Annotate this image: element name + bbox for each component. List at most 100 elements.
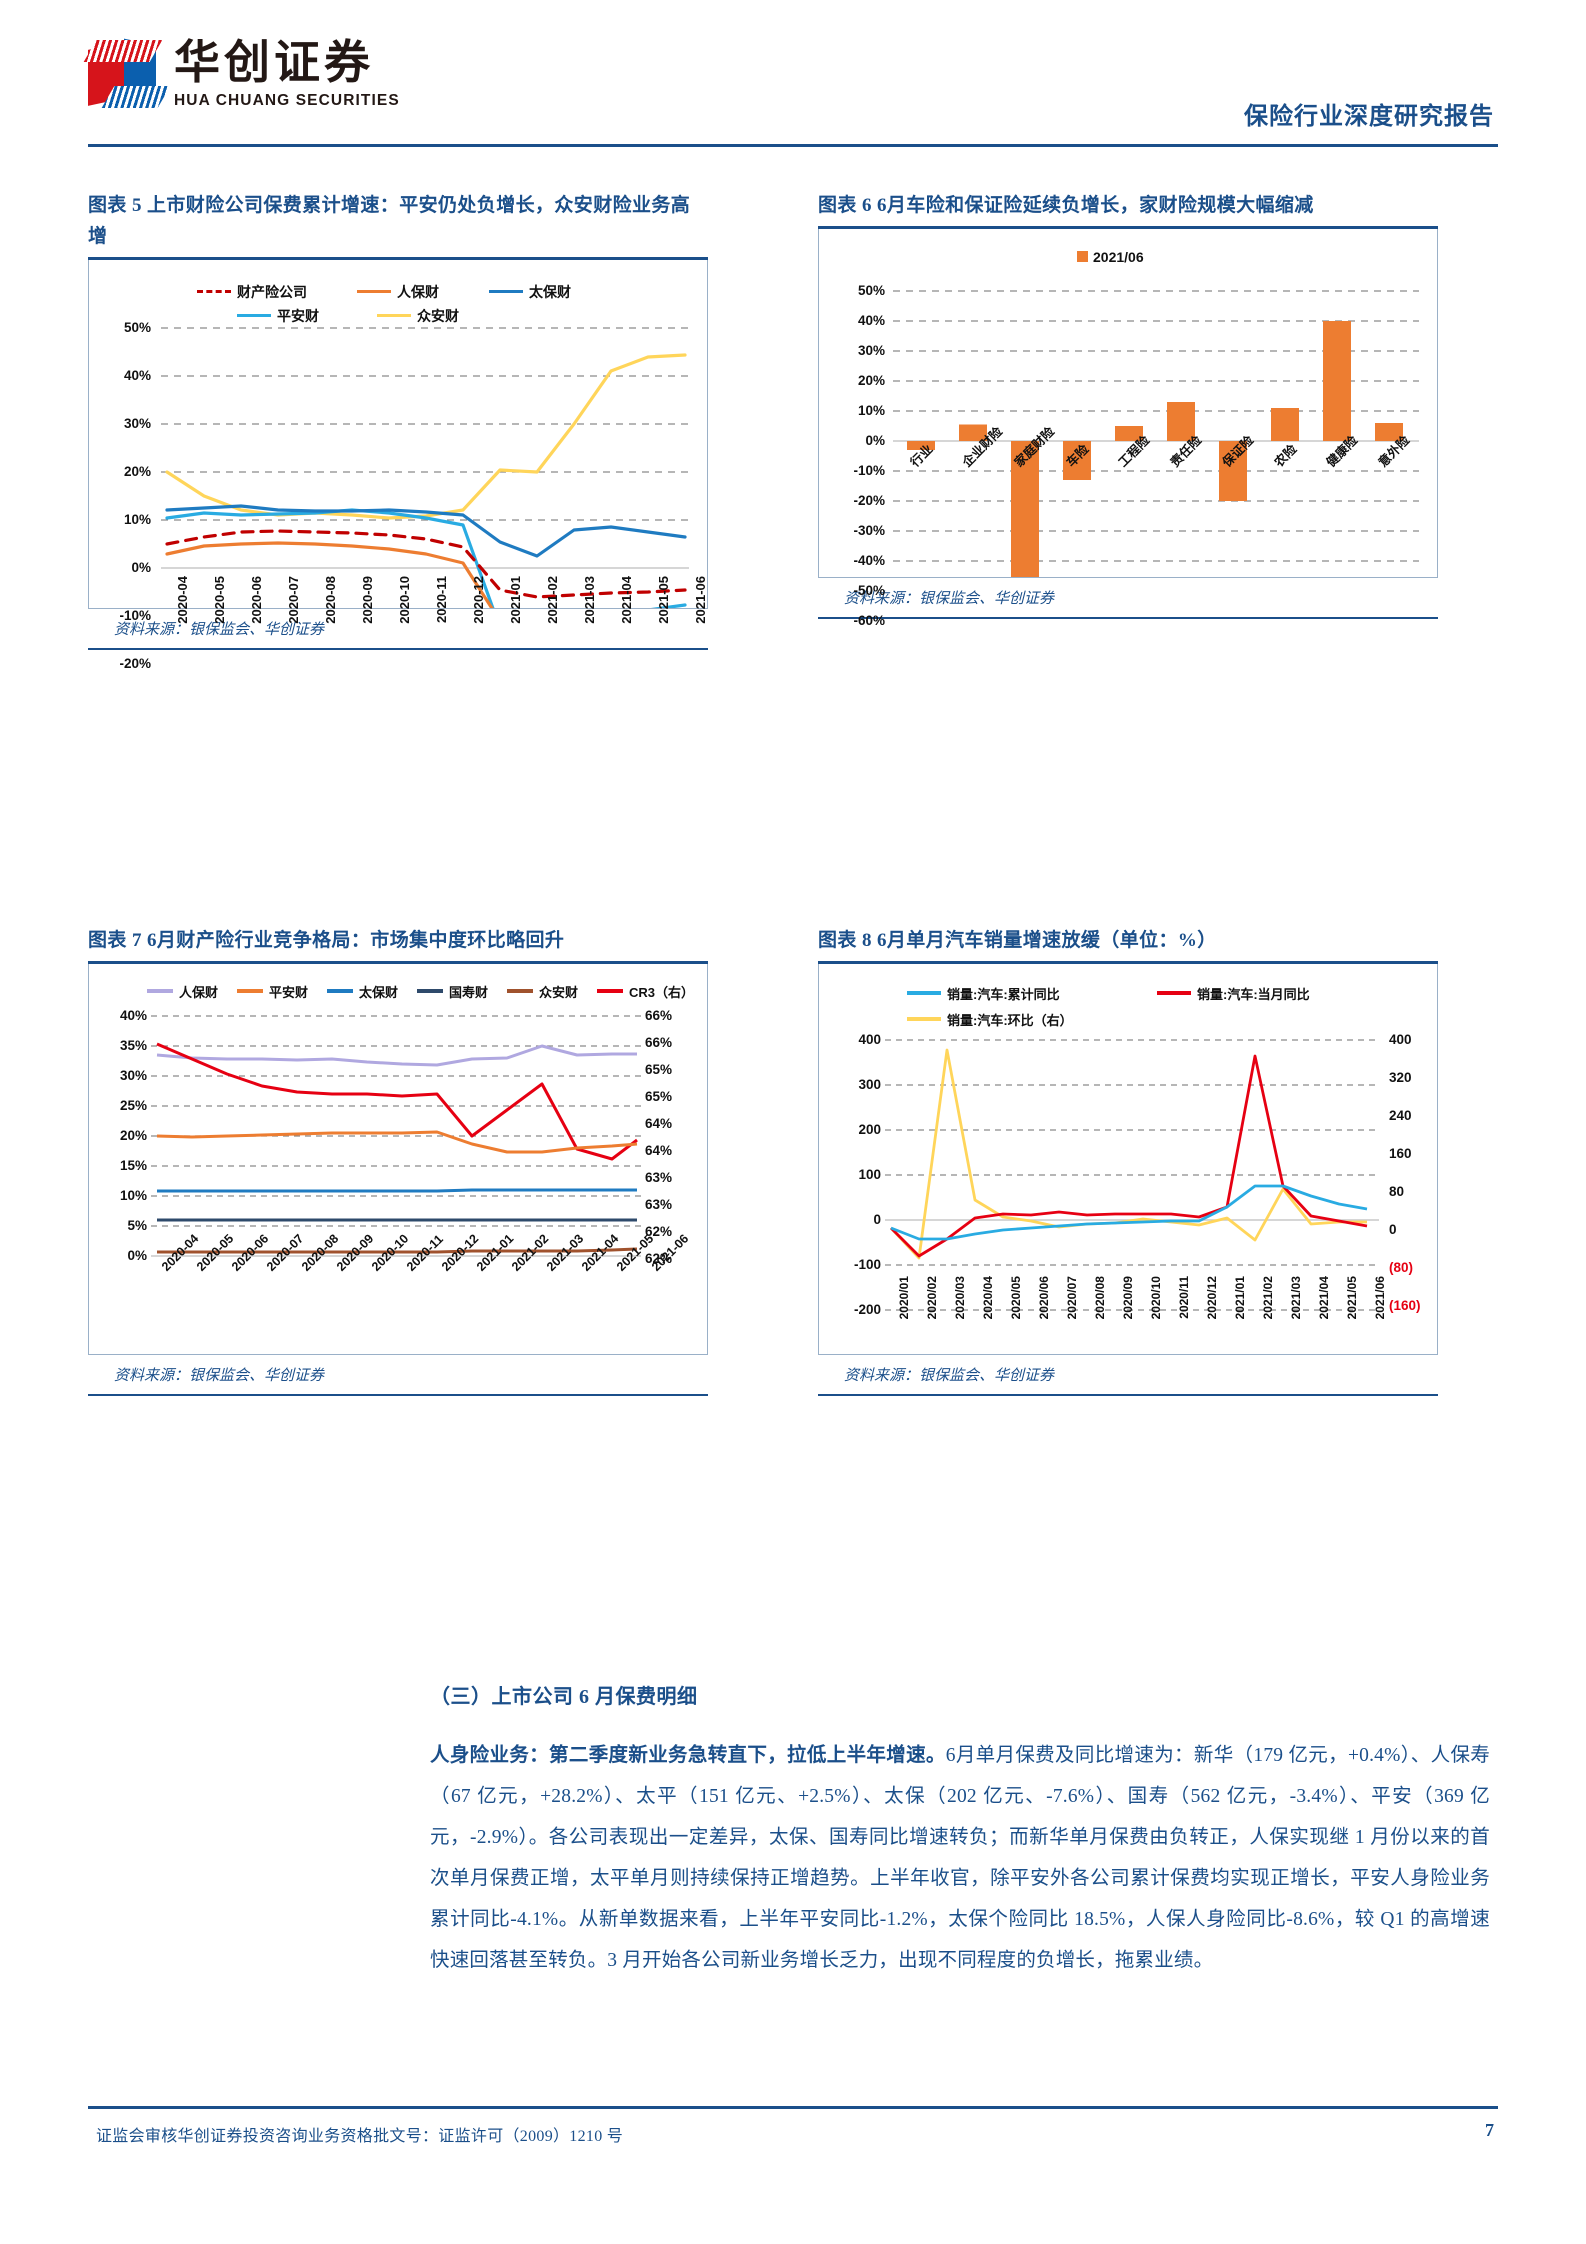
header-divider	[88, 144, 1498, 147]
fig8-xtick-7: 2020/08	[1093, 1275, 1107, 1319]
fig8-y2tick-6: (80)	[1389, 1259, 1414, 1275]
section-paragraph: 人身险业务：第二季度新业务急转直下，拉低上半年增速。6月单月保费及同比增速为：新…	[430, 1735, 1490, 1981]
fig8-ytick-2: 200	[858, 1121, 881, 1137]
legend-item-202106: 2021/06	[1077, 249, 1144, 265]
fig6-svg	[893, 289, 1419, 577]
legend-item-guoshoucai-7: 国寿财	[417, 982, 488, 1001]
figure-5-title: 图表 5 上市财险公司保费累计增速：平安仍处负增长，众安财险业务高增	[88, 195, 691, 247]
fig7-ytick-0: 40%	[119, 1007, 147, 1023]
fig5-xtick-7: 2020-11	[434, 575, 449, 623]
fig7-ytick-5: 15%	[119, 1157, 147, 1173]
fig8-xtick-10: 2020/11	[1177, 1275, 1191, 1319]
fig5-xtick-2: 2020-06	[249, 575, 264, 624]
section-heading: （三）上市公司 6 月保费明细	[430, 1686, 698, 1708]
fig8-xtick-17: 2021/06	[1373, 1275, 1387, 1319]
fig7-y2tick-0: 66%	[645, 1007, 673, 1023]
legend-item-pinganCai-7: 平安财	[237, 982, 308, 1001]
fig7-ytick-1: 35%	[119, 1037, 147, 1053]
fig7-ytick-8: 0%	[127, 1247, 147, 1263]
fig6-ytick-11: -60%	[853, 612, 885, 628]
fig7-ytick-7: 5%	[127, 1217, 147, 1233]
fig5-ytick-6: -10%	[119, 607, 151, 623]
fig5-xtick-1: 2020-05	[212, 575, 227, 624]
figure-7-plot: 人保财 平安财 太保财 国寿财 众安财 CR3（右） 40% 35% 30% 2…	[88, 963, 708, 1354]
fig7-y2tick-1: 66%	[645, 1034, 673, 1050]
figure-6: 图表 6 6月车险和保证险延续负增长，家财险规模大幅缩减 2021/06 50%…	[818, 190, 1438, 628]
fig8-xtick-2: 2020/03	[953, 1275, 967, 1319]
fig8-xtick-15: 2021/04	[1317, 1275, 1331, 1319]
fig5-ytick-5: 0%	[131, 559, 151, 575]
fig5-xtick-4: 2020-08	[323, 575, 338, 624]
legend-item-zhonganCai-7: 众安财	[507, 982, 578, 1001]
fig7-y2tick-7: 63%	[645, 1196, 673, 1212]
fig5-xtick-12: 2021-04	[619, 575, 634, 624]
fig6-ytick-5: 0%	[865, 432, 885, 448]
fig6-ytick-9: -40%	[853, 552, 885, 568]
figure-8-source: 资料来源：银保监会、华创证券	[818, 1353, 1438, 1396]
header-report-title: 保险行业深度研究报告	[1244, 104, 1494, 130]
fig6-ytick-0: 50%	[857, 282, 885, 298]
fig8-xtick-8: 2020/09	[1121, 1275, 1135, 1319]
logo-english-name: HUA CHUANG SECURITIES	[174, 92, 400, 109]
fig7-ytick-2: 30%	[119, 1067, 147, 1083]
logo-mark-icon	[83, 38, 171, 110]
fig8-y2tick-1: 320	[1389, 1069, 1412, 1085]
paragraph-lead: 人身险业务：第二季度新业务急转直下，拉低上半年增速。	[430, 1745, 946, 1766]
figure-5-title-rule	[88, 257, 708, 260]
figure-8-title: 图表 8 6月单月汽车销量增速放缓（单位：%）	[818, 930, 1217, 951]
legend-item-caichanxian: 财产险公司	[197, 282, 307, 302]
fig6-ytick-7: -20%	[853, 492, 885, 508]
fig8-y2tick-7: (160)	[1389, 1297, 1421, 1313]
fig8-ytick-0: 400	[858, 1031, 881, 1047]
legend-item-renbaocai: 人保财	[357, 282, 439, 302]
fig5-ytick-7: -20%	[119, 655, 151, 671]
fig8-xtick-11: 2020/12	[1205, 1275, 1219, 1319]
legend-item-renbaocai-7: 人保财	[147, 982, 218, 1001]
fig7-y2tick-2: 65%	[645, 1061, 673, 1077]
legend-item-zhonganCai: 众安财	[377, 306, 459, 326]
legend-item-auto-mom: 销量:汽车:环比（右）	[907, 1010, 1073, 1029]
fig8-xtick-9: 2020/10	[1149, 1275, 1163, 1319]
legend-item-taibaocai: 太保财	[489, 282, 571, 302]
fig5-svg	[161, 326, 689, 608]
logo-chinese-name: 华创证券	[174, 37, 374, 88]
fig6-ytick-6: -10%	[853, 462, 885, 478]
figure-7: 图表 7 6月财产险行业竞争格局：市场集中度环比略回升 人保财 平安财 太保财 …	[88, 925, 708, 1396]
fig8-svg	[885, 1038, 1379, 1311]
figure-6-title-rule	[818, 226, 1438, 229]
footer-divider	[88, 2106, 1498, 2109]
fig8-xtick-0: 2020/01	[897, 1275, 911, 1319]
legend-item-auto-monthly: 销量:汽车:当月同比	[1157, 984, 1310, 1003]
fig8-ytick-4: 0	[873, 1211, 881, 1227]
fig8-xtick-6: 2020/07	[1065, 1275, 1079, 1319]
fig8-xtick-1: 2020/02	[925, 1275, 939, 1319]
fig6-ytick-4: 10%	[857, 402, 885, 418]
fig5-xtick-3: 2020-07	[286, 575, 301, 624]
paragraph-body: 6月单月保费及同比增速为：新华（179 亿元，+0.4%）、人保寿（67 亿元，…	[430, 1745, 1490, 1971]
fig6-ytick-8: -30%	[853, 522, 885, 538]
fig8-ytick-5: -100	[853, 1256, 881, 1272]
legend-item-auto-cumulative: 销量:汽车:累计同比	[907, 984, 1060, 1003]
figure-7-title-rule	[88, 961, 708, 964]
fig5-ytick-2: 30%	[123, 415, 151, 431]
fig7-ytick-4: 20%	[119, 1127, 147, 1143]
fig5-xtick-0: 2020-04	[175, 575, 190, 624]
figure-6-plot: 2021/06 50% 40% 30% 20% 10% 0% -10% -20%…	[818, 228, 1438, 628]
fig8-y2tick-5: 0	[1389, 1221, 1397, 1237]
fig8-y2tick-0: 400	[1389, 1031, 1412, 1047]
fig6-ytick-10: -50%	[853, 582, 885, 598]
legend-item-taibaocai-7: 太保财	[327, 982, 398, 1001]
fig5-xtick-14: 2021-06	[693, 575, 708, 624]
fig8-xtick-13: 2021/02	[1261, 1275, 1275, 1319]
fig5-xtick-6: 2020-10	[397, 575, 412, 624]
fig7-y2tick-3: 65%	[645, 1088, 673, 1104]
fig5-xtick-10: 2021-02	[545, 575, 560, 624]
footer-license-text: 证监会审核华创证券投资咨询业务资格批文号：证监许可（2009）1210 号	[96, 2128, 624, 2145]
fig7-y2tick-6: 63%	[645, 1169, 673, 1185]
company-logo: 华创证券 HUA CHUANG SECURITIES	[83, 37, 400, 110]
page-header: 华创证券 HUA CHUANG SECURITIES 保险行业深度研究报告	[0, 0, 1586, 147]
footer-page-number: 7	[1485, 2120, 1494, 2140]
fig8-xtick-5: 2020/06	[1037, 1275, 1051, 1319]
fig5-ytick-1: 40%	[123, 367, 151, 383]
